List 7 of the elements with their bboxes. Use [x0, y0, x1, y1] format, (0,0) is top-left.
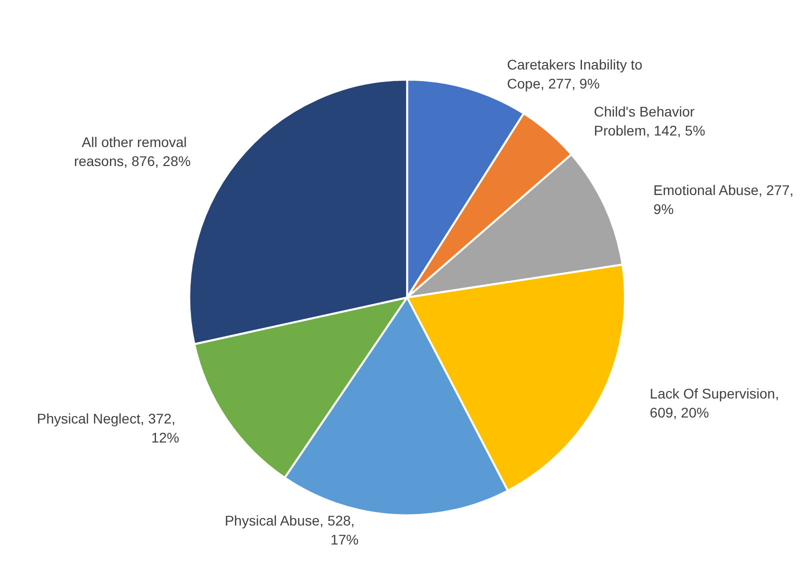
slice-label: Lack Of Supervision, 609, 20% — [650, 385, 783, 420]
slice-label: Caretakers Inability to Cope, 277, 9% — [507, 56, 646, 92]
slice-label: Physical Abuse, 528, 17% — [224, 512, 359, 548]
slice-label: Child's Behavior Problem, 142, 5% — [594, 103, 706, 138]
slice-label: All other removal reasons, 876, 28% — [74, 134, 191, 169]
slice-label: Emotional Abuse, 277, 9% — [653, 182, 798, 218]
slice-label: Physical Neglect, 372, 12% — [36, 410, 180, 446]
